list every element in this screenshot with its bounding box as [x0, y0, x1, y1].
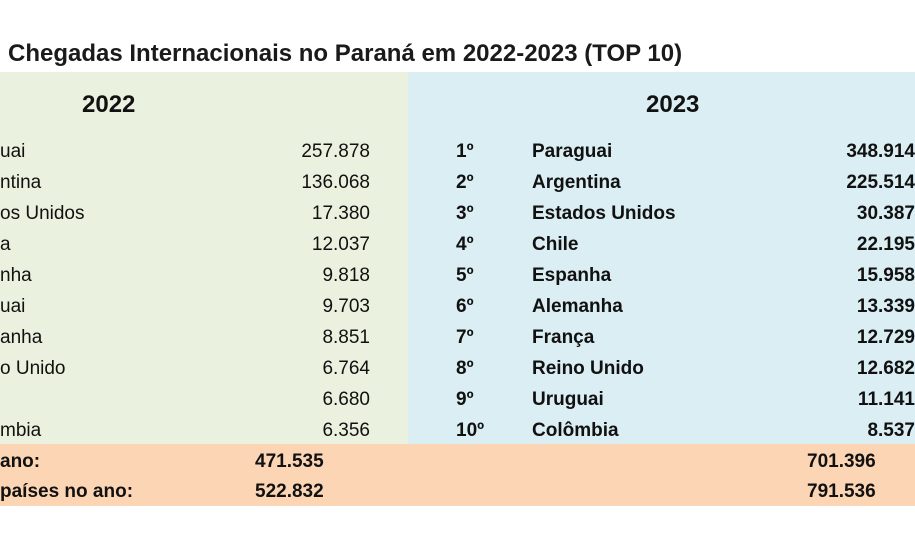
country-2023: Alemanha	[532, 296, 623, 317]
value-2022: 136.068	[301, 172, 370, 193]
country-2023: Chile	[532, 234, 579, 255]
totals-band	[0, 444, 915, 506]
total-2023: 701.396	[807, 451, 876, 472]
country-2023: Colômbia	[532, 420, 619, 441]
table-title: Chegadas Internacionais no Paraná em 202…	[8, 40, 683, 67]
rank-label: 3º	[456, 203, 474, 224]
country-2023: Espanha	[532, 265, 612, 286]
totals-label: países no ano:	[0, 481, 134, 502]
table-row: uai 257.878 1º Paraguai 348.914	[0, 137, 915, 167]
rank-label: 9º	[456, 389, 474, 410]
country-2022-clip: nha	[0, 261, 200, 291]
country-2022: ntina	[0, 172, 42, 193]
rank-label: 5º	[456, 265, 474, 286]
country-2022: nha	[0, 265, 32, 286]
country-2022: uai	[0, 141, 26, 162]
table-row: o Unido 6.764 8º Reino Unido 12.682	[0, 354, 915, 384]
country-2023: Reino Unido	[532, 358, 644, 379]
year-header-2022: 2022	[82, 91, 136, 118]
country-2023: Estados Unidos	[532, 203, 676, 224]
value-2022: 257.878	[301, 141, 370, 162]
table-row: anha 8.851 7º França 12.729	[0, 323, 915, 353]
rank-label: 8º	[456, 358, 474, 379]
totals-row: países no ano: 522.832 791.536	[0, 476, 915, 507]
totals-label-clip: ano:	[0, 446, 240, 477]
country-2022: a	[0, 234, 11, 255]
year-header-2023: 2023	[646, 91, 700, 118]
country-2022: anha	[0, 327, 43, 348]
value-2022: 6.356	[322, 420, 370, 441]
totals-label: ano:	[0, 451, 41, 472]
panel-2023	[408, 72, 915, 444]
total-2022: 522.832	[255, 481, 324, 502]
table-row: a 12.037 4º Chile 22.195	[0, 230, 915, 260]
totals-row: ano: 471.535 701.396	[0, 446, 915, 477]
country-2022: uai	[0, 296, 26, 317]
value-2023: 11.141	[857, 389, 915, 410]
value-2022: 9.703	[322, 296, 370, 317]
value-2022: 17.380	[311, 203, 370, 224]
rank-label: 10º	[456, 420, 485, 441]
value-2023: 348.914	[846, 141, 915, 162]
value-2023: 15.958	[856, 265, 915, 286]
country-2022-clip: a	[0, 230, 200, 260]
table-row: ntina 136.068 2º Argentina 225.514	[0, 168, 915, 198]
country-2022-clip: o Unido	[0, 354, 200, 384]
value-2022: 12.037	[311, 234, 370, 255]
table-row: mbia 6.356 10º Colômbia 8.537	[0, 416, 915, 446]
country-2022: mbia	[0, 420, 42, 441]
value-2023: 30.387	[856, 203, 915, 224]
rank-label: 1º	[456, 141, 474, 162]
value-2023: 13.339	[856, 296, 915, 317]
country-2022-clip: anha	[0, 323, 200, 353]
value-2023: 225.514	[846, 172, 915, 193]
country-2022-clip: os Unidos	[0, 199, 200, 229]
total-2023: 791.536	[807, 481, 876, 502]
country-2023: França	[532, 327, 595, 348]
country-2022-clip: mbia	[0, 416, 200, 446]
table-row: uai 9.703 6º Alemanha 13.339	[0, 292, 915, 322]
country-2022-clip	[0, 385, 200, 415]
value-2023: 22.195	[856, 234, 915, 255]
country-2022: o Unido	[0, 358, 66, 379]
totals-label-clip: países no ano:	[0, 476, 240, 507]
country-2022-clip: uai	[0, 137, 200, 167]
panel-2022	[0, 72, 408, 444]
value-2022: 8.851	[322, 327, 370, 348]
country-2022-clip: ntina	[0, 168, 200, 198]
country-2022-clip: uai	[0, 292, 200, 322]
table-row: 6.680 9º Uruguai 11.141	[0, 385, 915, 415]
value-2023: 12.729	[856, 327, 915, 348]
value-2023: 8.537	[867, 420, 915, 441]
value-2023: 12.682	[856, 358, 915, 379]
total-2022: 471.535	[255, 451, 324, 472]
country-2023: Paraguai	[532, 141, 613, 162]
table-row: os Unidos 17.380 3º Estados Unidos 30.387	[0, 199, 915, 229]
country-2022: os Unidos	[0, 203, 85, 224]
rank-label: 2º	[456, 172, 474, 193]
rank-label: 7º	[456, 327, 474, 348]
country-2023: Uruguai	[532, 389, 604, 410]
rank-label: 6º	[456, 296, 474, 317]
value-2022: 9.818	[322, 265, 370, 286]
country-2023: Argentina	[532, 172, 621, 193]
table-row: nha 9.818 5º Espanha 15.958	[0, 261, 915, 291]
rank-label: 4º	[456, 234, 474, 255]
value-2022: 6.680	[322, 389, 370, 410]
value-2022: 6.764	[322, 358, 370, 379]
